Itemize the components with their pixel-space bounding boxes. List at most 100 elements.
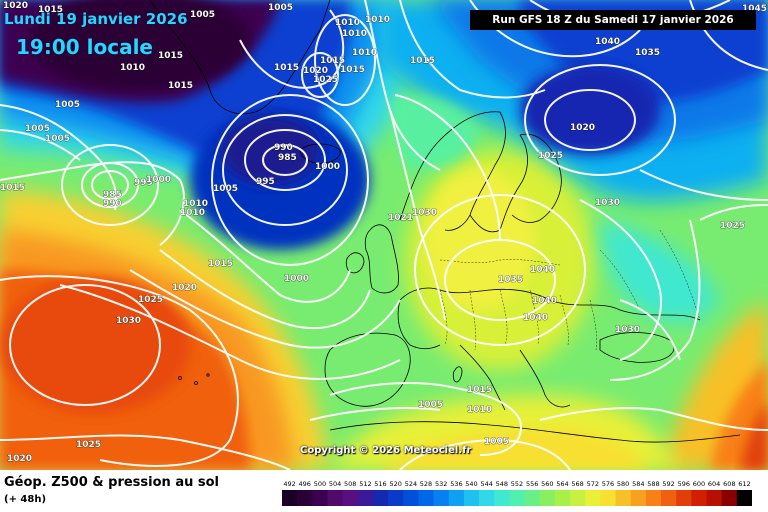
- pressure-label: 1020: [172, 283, 197, 293]
- scale-swatch: [388, 490, 404, 506]
- pressure-label: 1000: [284, 274, 309, 284]
- copyright-notice: Copyright © 2026 Meteociel.fr: [300, 445, 472, 456]
- legend-title: Géop. Z500 & pression au sol: [4, 475, 219, 490]
- pressure-label: 990: [103, 199, 122, 209]
- pressure-label: 995: [256, 177, 275, 187]
- legend-subtitle: (+ 48h): [4, 494, 47, 505]
- pressure-label: 1020: [3, 1, 28, 11]
- pressure-label: 1010: [352, 48, 377, 58]
- scale-tick-label: 496: [298, 480, 310, 488]
- scale-swatch: [342, 490, 359, 506]
- pressure-label: 1045: [742, 4, 767, 14]
- pressure-label: 1040: [530, 265, 555, 275]
- pressure-label: 1010: [335, 18, 360, 28]
- scale-swatch: [721, 490, 738, 506]
- scale-swatch: [357, 490, 374, 506]
- pressure-label: 1010: [120, 63, 145, 73]
- scale-tick-label: 544: [480, 480, 492, 488]
- pressure-label: 1015: [467, 385, 492, 395]
- pressure-label: 1025: [720, 221, 745, 231]
- scale-swatch: [539, 490, 556, 506]
- pressure-label: 1040: [532, 296, 557, 306]
- pressure-labels: 1020 1015 1005 1005 1015 1010 1015 1005 …: [0, 1, 767, 465]
- scale-tick-label: 524: [405, 480, 417, 488]
- scale-tick-label: 592: [662, 480, 674, 488]
- scale-tick-label: 604: [708, 480, 720, 488]
- scale-tick-label: 504: [329, 480, 341, 488]
- pressure-label: 1005: [25, 124, 50, 134]
- scale-swatch: [403, 490, 419, 506]
- pressure-label: 1005: [484, 437, 509, 447]
- scale-tick-label: 516: [374, 480, 386, 488]
- legend-bar: Géop. Z500 & pression au sol (+ 48h) 492…: [0, 470, 768, 512]
- scale-swatch: [509, 490, 526, 506]
- scale-swatch: [661, 490, 677, 506]
- geopotential-field: [0, 0, 768, 470]
- pressure-label: 1010: [467, 405, 492, 415]
- synoptic-map: 1020 1015 1005 1005 1015 1010 1015 1005 …: [0, 0, 768, 470]
- pressure-label: 990: [274, 143, 293, 153]
- pressure-label: 1015: [0, 183, 25, 193]
- scale-swatch: [706, 490, 723, 506]
- pressure-label: 1015: [340, 65, 365, 75]
- pressure-label: 995: [134, 178, 153, 188]
- pressure-label: 1040: [595, 37, 620, 47]
- scale-swatch: [372, 490, 389, 506]
- pressure-label: 1015: [38, 5, 63, 15]
- scale-swatch: [327, 490, 344, 506]
- pressure-label: 1005: [268, 3, 293, 13]
- scale-tick-label: 608: [723, 480, 735, 488]
- scale-tick-label: 492: [283, 480, 295, 488]
- scale-swatch: [615, 490, 632, 506]
- scale-swatch: [630, 490, 647, 506]
- pressure-label: 1010: [342, 29, 367, 39]
- country-borders: [439, 229, 701, 351]
- pressure-label: 1025: [138, 295, 163, 305]
- pressure-label: 1030: [116, 316, 141, 326]
- pressure-label: 1000: [315, 162, 340, 172]
- pressure-label: 1021: [388, 213, 413, 223]
- scale-swatch: [479, 490, 495, 506]
- scale-tick-label: 588: [647, 480, 659, 488]
- pressure-label: 1015: [320, 56, 345, 66]
- scale-tick-label: 512: [359, 480, 371, 488]
- pressure-label: 1010: [365, 15, 390, 25]
- scale-swatch: [585, 490, 601, 506]
- pressure-label: 1000: [146, 175, 171, 185]
- pressure-label: 1015: [274, 63, 299, 73]
- scale-tick-label: 576: [602, 480, 614, 488]
- scale-tick-label: 572: [587, 480, 599, 488]
- scale-swatch: [297, 490, 313, 506]
- pressure-label: 1005: [190, 10, 215, 20]
- scale-tick-label: 584: [632, 480, 644, 488]
- scale-tick-label: 500: [314, 480, 326, 488]
- pressure-label: 1020: [7, 454, 32, 464]
- scale-swatch: [676, 490, 692, 506]
- scale-swatch: [554, 490, 571, 506]
- scale-tick-label: 560: [541, 480, 553, 488]
- scale-swatch: [448, 490, 465, 506]
- forecast-date: Lundi 19 janvier 2026: [4, 10, 188, 28]
- pressure-label: 1005: [213, 184, 238, 194]
- pressure-label: 1005: [418, 400, 443, 410]
- forecast-local-time: 19:00 locale: [16, 35, 153, 59]
- scale-swatch: [736, 490, 752, 506]
- pressure-label: 1010: [180, 208, 205, 218]
- scale-swatch: [463, 490, 480, 506]
- scale-swatch: [282, 490, 298, 506]
- scale-swatch: [494, 490, 510, 506]
- pressure-label: 1005: [55, 100, 80, 110]
- pressure-label: 1015: [158, 51, 183, 61]
- scale-tick-label: 564: [556, 480, 568, 488]
- scale-swatch: [524, 490, 541, 506]
- scale-tick-label: 540: [465, 480, 477, 488]
- pressure-label: 985: [103, 190, 122, 200]
- pressure-label: 1035: [498, 275, 523, 285]
- model-run-info: Run GFS 18 Z du Samedi 17 janvier 2026: [470, 10, 756, 30]
- pressure-label: 1030: [595, 198, 620, 208]
- pressure-label: 1020: [303, 66, 328, 76]
- color-scale: 492 496 500 504 508 512 516 520 524 528 532 536 540 5…: [282, 480, 752, 506]
- pressure-label: 1030: [412, 208, 437, 218]
- scale-tick-label: 556: [526, 480, 538, 488]
